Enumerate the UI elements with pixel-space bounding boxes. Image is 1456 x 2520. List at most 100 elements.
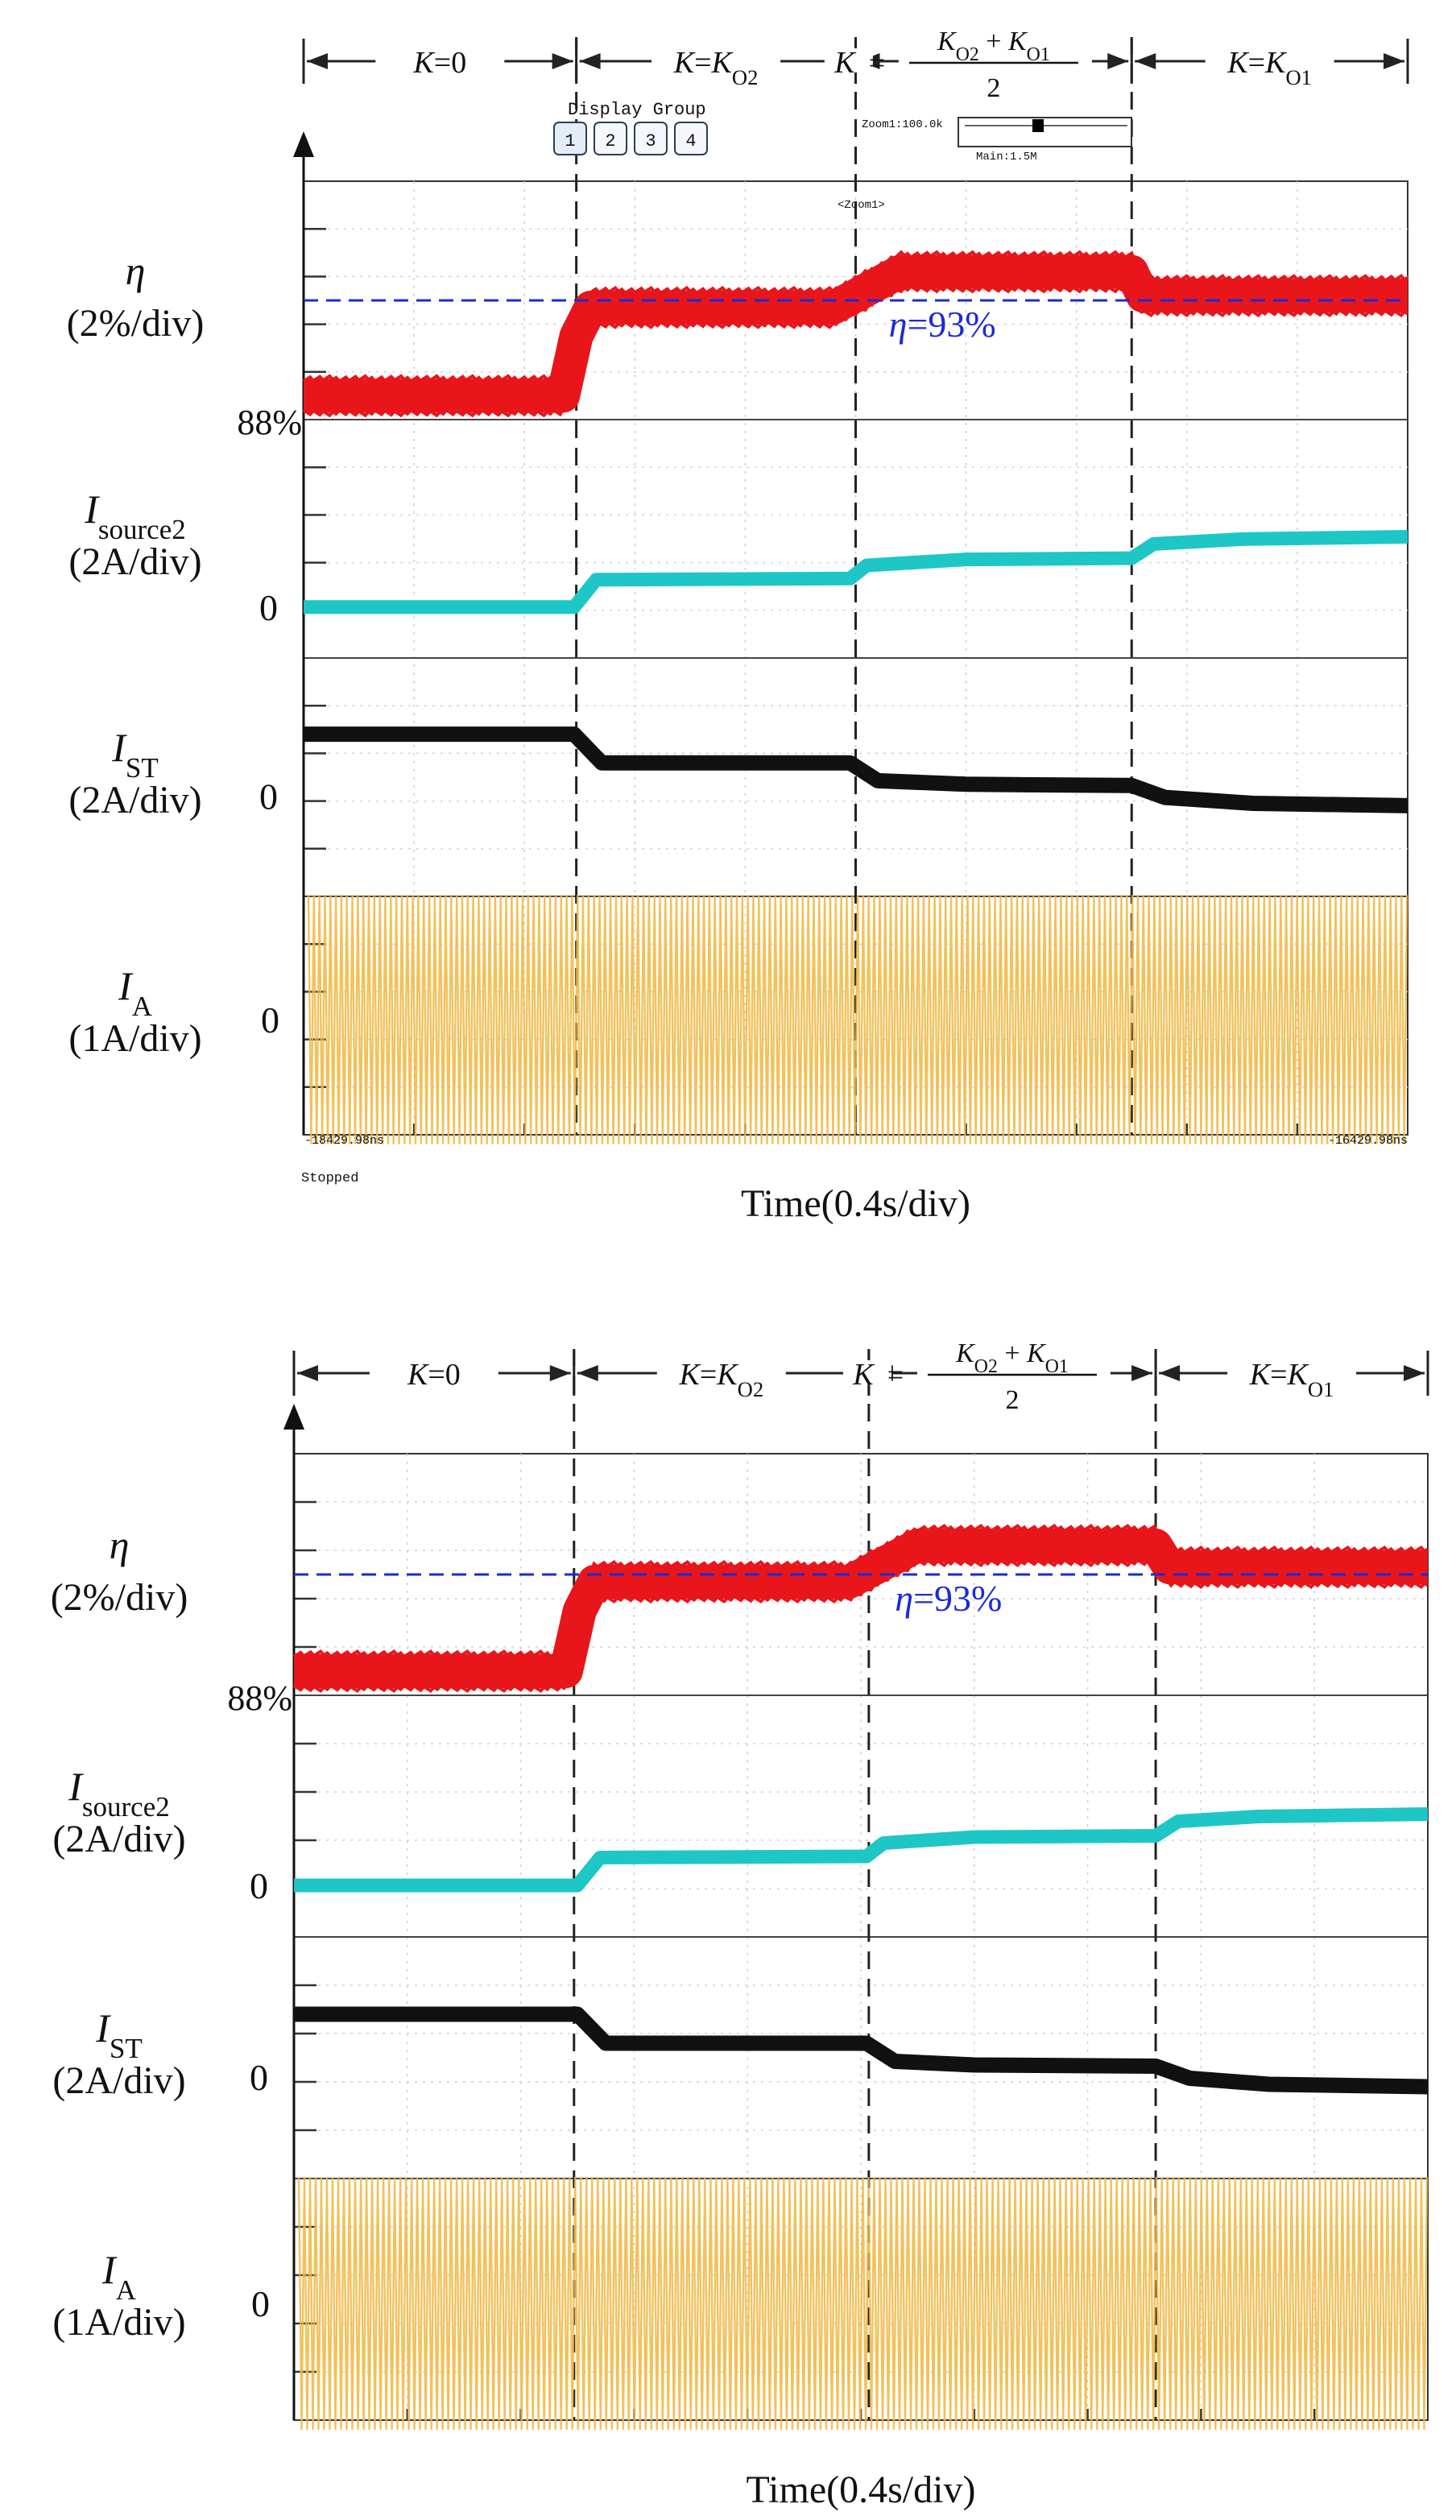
region-label-2-part: K bbox=[711, 46, 734, 80]
region-label-1-part: = bbox=[434, 46, 451, 80]
region-label-3-numerator-part: O2 bbox=[956, 44, 979, 65]
x-axis-title: Time(0.4s/div) bbox=[747, 2468, 976, 2511]
right-time: -16429.98ns bbox=[1328, 1134, 1408, 1148]
arrowhead-left bbox=[1135, 53, 1156, 69]
arrowhead-left bbox=[307, 53, 328, 69]
region-label-1-part: 0 bbox=[445, 1358, 461, 1392]
region-label-2: K=KO2 bbox=[678, 1358, 763, 1401]
channel-scale: (1A/div) bbox=[68, 1017, 201, 1060]
channel-name-part: ST bbox=[110, 2033, 143, 2064]
channel-name: η bbox=[126, 248, 146, 293]
region-label-4-part: = bbox=[1248, 46, 1265, 80]
region-label-4-part: K bbox=[1249, 1358, 1272, 1392]
region-label-1: K=0 bbox=[412, 46, 466, 80]
region-label-3-eq-part: = bbox=[869, 47, 885, 79]
channel-name: IA bbox=[118, 963, 153, 1022]
region-label-3-k-part: K bbox=[852, 1358, 875, 1392]
channel-name-part: η bbox=[126, 248, 146, 293]
region-label-1-part: = bbox=[428, 1358, 445, 1392]
channel-name: IST bbox=[111, 725, 159, 784]
arrowhead-right bbox=[549, 1365, 571, 1381]
channel-name-part: I bbox=[84, 486, 100, 532]
display-group-button bbox=[674, 122, 708, 155]
region-label-4-part: K bbox=[1226, 46, 1249, 80]
channel-name-part: source2 bbox=[98, 514, 186, 545]
region-label-4-part: = bbox=[1270, 1358, 1287, 1392]
channel-name-part: I bbox=[101, 2247, 118, 2292]
label-bg bbox=[1227, 1354, 1357, 1389]
region-label-2-part: = bbox=[694, 46, 711, 80]
label-bg bbox=[375, 42, 505, 77]
zero-label: 0 bbox=[251, 2283, 270, 2324]
arrowhead-left bbox=[1159, 1365, 1181, 1381]
eta-ref-88-label: 88% bbox=[227, 1678, 292, 1718]
trace-4: 0 IA(1A/div) bbox=[52, 2177, 1429, 2430]
trace-line bbox=[304, 726, 1408, 813]
region-label-2-part: O2 bbox=[738, 1377, 764, 1401]
zoom-text: Zoom1:100.0k bbox=[862, 118, 943, 131]
eta-reference-label-part: η bbox=[895, 1578, 913, 1619]
region-label-3-numerator-part: K bbox=[955, 1339, 976, 1368]
arrowhead-right bbox=[1107, 53, 1129, 69]
trace-1: η=93%88%η(2%/div) bbox=[51, 1522, 1429, 1718]
label-bg bbox=[651, 42, 781, 77]
label-bg bbox=[842, 1360, 891, 1384]
region-label-4-part: K bbox=[1264, 46, 1287, 80]
channel-name-part: I bbox=[111, 725, 127, 770]
region-label-4-part: K bbox=[1287, 1358, 1309, 1392]
region-label-2-part: O2 bbox=[732, 65, 759, 89]
region-label-3-k: K bbox=[852, 1358, 875, 1392]
region-label-3-denominator: 2 bbox=[987, 73, 1000, 103]
left-time: -18429.98ns bbox=[304, 1134, 384, 1148]
zoom-bar bbox=[958, 117, 1132, 147]
y-axis-arrow bbox=[283, 1404, 304, 1430]
channel-name-part: I bbox=[68, 1764, 84, 1809]
zoom-tag: <Zoom1> bbox=[838, 199, 885, 212]
trace-3: 0 IST(2A/div) bbox=[52, 2005, 1429, 2102]
eta-ref-88-label: 88% bbox=[237, 403, 302, 442]
trace-4: 0 IA(1A/div) bbox=[68, 895, 1408, 1144]
eta-reference-label-part: =93% bbox=[907, 304, 995, 345]
label-bg bbox=[656, 1354, 786, 1389]
channel-scale: (2A/div) bbox=[52, 1818, 185, 1860]
region-label-4: K=KO1 bbox=[1226, 46, 1312, 89]
channel-scale: (2A/div) bbox=[68, 779, 201, 821]
region-label-3-k: K bbox=[833, 46, 856, 80]
zero-label: 0 bbox=[250, 2057, 268, 2098]
channel-name-part: I bbox=[95, 2005, 111, 2050]
display-group-title: Display Group bbox=[568, 100, 706, 120]
label-bg bbox=[824, 48, 873, 72]
region-label-3-numerator-part: K bbox=[1007, 27, 1028, 56]
channel-name: IA bbox=[101, 2247, 137, 2306]
channel-name: IST bbox=[95, 2005, 143, 2064]
zero-label: 0 bbox=[250, 1865, 268, 1906]
arrowhead-right bbox=[552, 53, 573, 69]
arrowhead-right bbox=[1384, 53, 1404, 69]
region-label-3-denominator: 2 bbox=[1005, 1385, 1019, 1415]
region-label-2: K=KO2 bbox=[673, 46, 759, 89]
channel-name-part: η bbox=[110, 1522, 130, 1567]
arrowhead-left bbox=[297, 1365, 318, 1381]
channel-name-part: A bbox=[132, 991, 153, 1022]
x-axis-title: Time(0.4s/div) bbox=[741, 1182, 970, 1225]
region-label-3-numerator-part: K bbox=[1026, 1339, 1047, 1368]
eta-reference-label: η=93% bbox=[895, 1578, 1002, 1619]
region-label-2-part: K bbox=[716, 1358, 738, 1392]
channel-name: Isource2 bbox=[84, 486, 186, 545]
display-group-button-label: 1 bbox=[565, 131, 575, 151]
main-text: Main:1.5M bbox=[976, 151, 1037, 163]
label-bg bbox=[916, 1317, 1111, 1430]
channel-scale: (1A/div) bbox=[52, 2301, 185, 2344]
channel-name-part: I bbox=[118, 963, 134, 1008]
trace-2: 0 Isource2(2A/div) bbox=[68, 486, 1408, 628]
trace-line bbox=[304, 254, 1408, 413]
region-label-3-k-part: K bbox=[833, 46, 856, 80]
channel-scale: (2A/div) bbox=[52, 2059, 185, 2102]
region-label-1: K=0 bbox=[407, 1358, 461, 1392]
region-label-3-numerator-part: O2 bbox=[974, 1356, 998, 1377]
display-group-button-label: 2 bbox=[605, 131, 615, 151]
channel-name-part: source2 bbox=[82, 1791, 170, 1823]
trace-line bbox=[294, 1807, 1429, 1893]
region-label-3-eq: = bbox=[869, 47, 885, 79]
